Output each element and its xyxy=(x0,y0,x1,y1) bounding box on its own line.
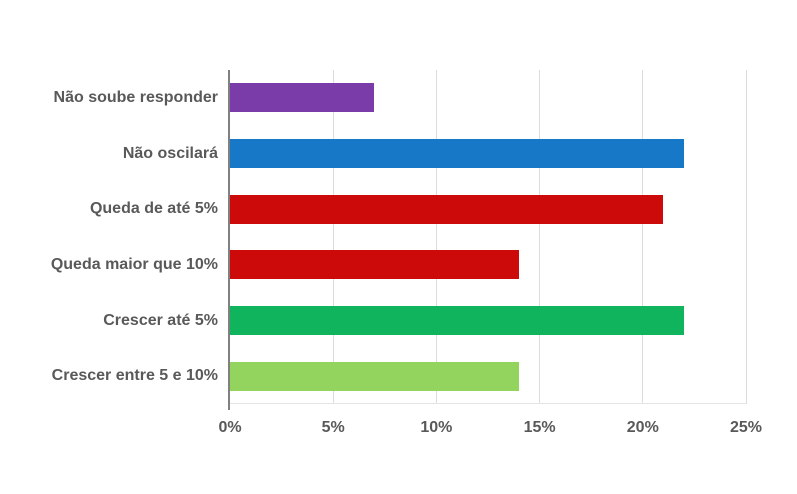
x-tick-label-5: 25% xyxy=(729,419,763,436)
bar-5 xyxy=(230,361,519,391)
bar-4 xyxy=(230,306,685,335)
category-label-2: Queda de até 5% xyxy=(89,200,218,218)
x-tick-label-0: 0% xyxy=(218,419,242,436)
x-tick-label-1: 5% xyxy=(321,419,345,436)
category-label-0: Não soube responder xyxy=(53,88,218,106)
bar-3 xyxy=(230,250,519,280)
bar-1 xyxy=(230,139,685,168)
plot-area xyxy=(228,70,747,410)
x-tick-label-3: 15% xyxy=(523,419,556,436)
gridline-10 xyxy=(435,70,437,404)
y-axis-line xyxy=(228,70,230,410)
gridline-5 xyxy=(332,70,334,404)
gridline-25 xyxy=(745,70,747,404)
x-tick-label-4: 20% xyxy=(626,419,659,436)
gridline-15 xyxy=(539,70,541,404)
x-axis-baseline xyxy=(230,403,746,404)
category-label-1: Não oscilará xyxy=(122,144,218,162)
category-label-5: Crescer entre 5 e 10% xyxy=(51,367,218,385)
x-tick-label-2: 10% xyxy=(420,419,453,436)
bar-0 xyxy=(230,83,375,113)
bar-2 xyxy=(230,194,664,224)
category-label-3: Queda maior que 10% xyxy=(50,255,218,273)
category-label-4: Crescer até 5% xyxy=(103,311,218,329)
gridline-20 xyxy=(642,70,644,404)
